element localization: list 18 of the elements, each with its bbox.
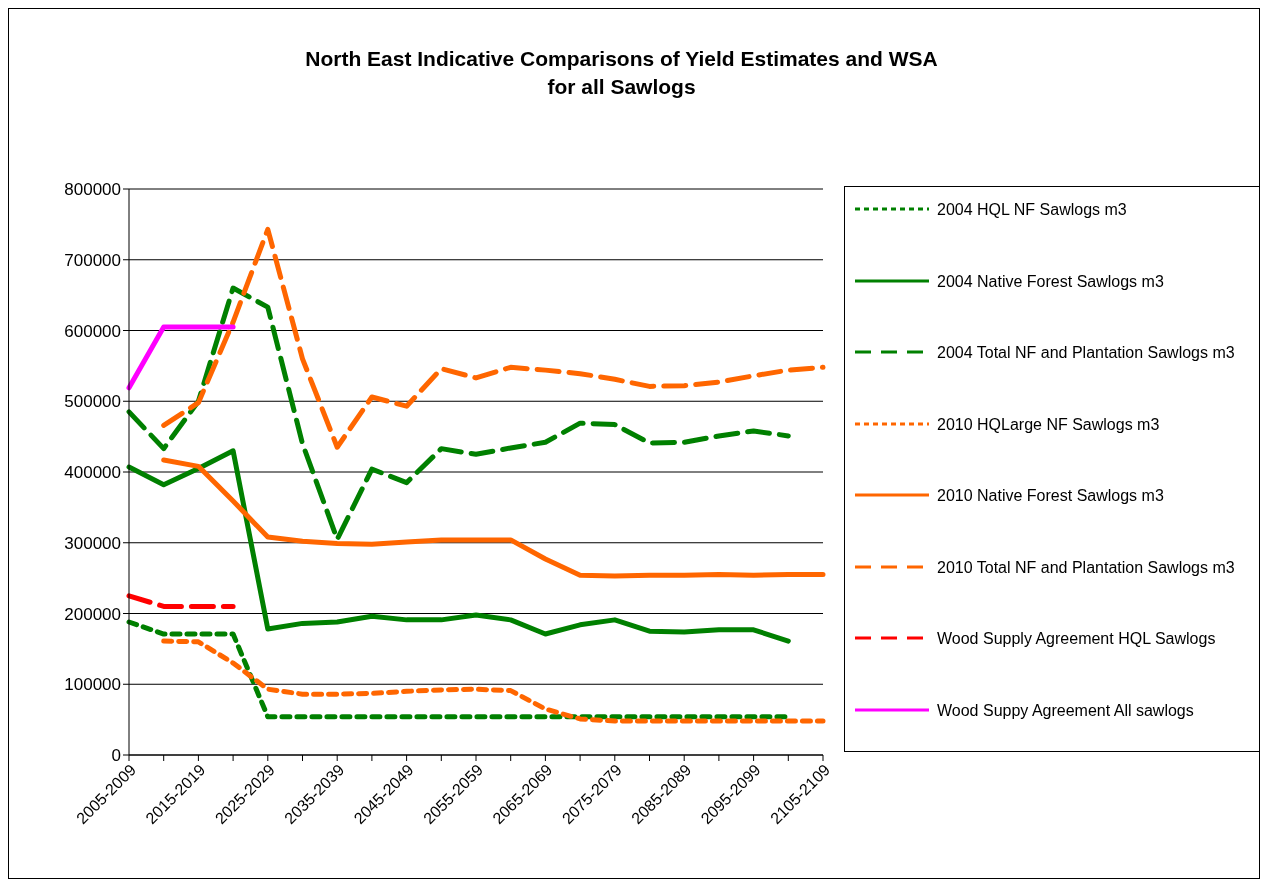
y-tick-label: 700000 <box>64 250 121 270</box>
legend-label: 2004 Native Forest Sawlogs m3 <box>937 271 1164 292</box>
legend-label: Wood Supply Agreement HQL Sawlogs <box>937 629 1216 649</box>
legend-label: Wood Suppy Agreement All sawlogs <box>937 700 1194 721</box>
y-tick-label: 100000 <box>64 675 121 695</box>
y-tick-label: 600000 <box>64 321 121 341</box>
legend-label: 2004 Total NF and Plantation Sawlogs m3 <box>937 343 1235 363</box>
legend-label: 2004 HQL NF Sawlogs m3 <box>937 200 1127 220</box>
y-tick-label: 200000 <box>64 604 121 624</box>
y-tick-label: 800000 <box>64 180 121 200</box>
y-tick-label: 300000 <box>64 533 121 553</box>
legend-label: 2010 Total NF and Plantation Sawlogs m3 <box>937 557 1235 578</box>
y-tick-label: 0 <box>111 746 121 766</box>
chart-title: North East Indicative Comparisons of Yield Estimates and WSA for all Sawlogs <box>304 46 939 100</box>
legend-label: 2010 Native Forest Sawlogs m3 <box>937 486 1164 506</box>
y-tick-label: 500000 <box>64 392 121 412</box>
y-tick-label: 400000 <box>64 463 121 483</box>
legend-label: 2010 HQLarge NF Sawlogs m3 <box>937 414 1160 435</box>
